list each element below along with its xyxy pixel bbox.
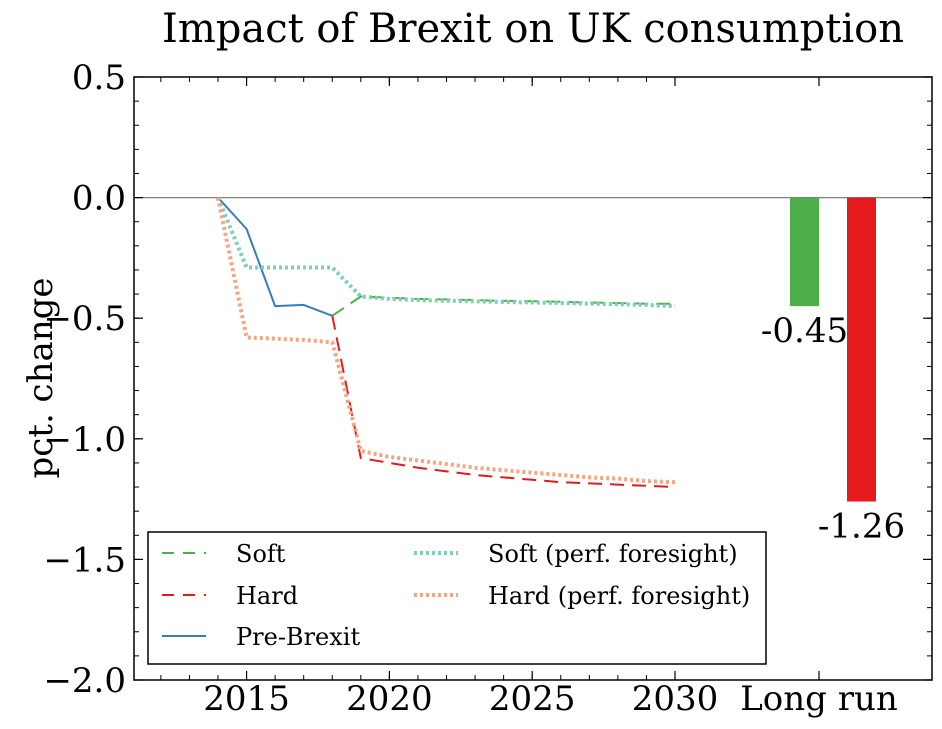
x-tick-label: 2030 [632, 679, 719, 719]
legend-label: Soft (perf. foresight) [488, 540, 738, 568]
series-line-hard [331, 315, 676, 488]
chart-title: Impact of Brexit on UK consumption [162, 6, 904, 52]
y-axis-ticks: 0.5 0.0 −0.5 −1.0 −1.5 −2.0 [43, 58, 932, 701]
long-run-bar-hard [847, 197, 876, 502]
series-layer [216, 196, 676, 488]
plot-frame [133, 76, 933, 681]
long-run-bar-label-soft: -0.45 [761, 311, 848, 351]
legend-label: Soft [236, 540, 286, 568]
y-tick-label: 0.0 [72, 179, 126, 219]
legend-label: Hard (perf. foresight) [488, 582, 750, 610]
series-line-hard-perf-foresight [216, 197, 676, 485]
long-run-bars: -0.45 -1.26 [761, 197, 905, 547]
y-tick-label: −2.0 [43, 661, 126, 701]
long-run-bar-soft [790, 197, 819, 307]
series-line-soft-perf-foresight [216, 196, 676, 309]
series-line-pre-brexit [217, 196, 333, 317]
legend: Soft Hard Pre-Brexit Soft (perf. foresight)… [147, 531, 767, 665]
long-run-bar-label-hard: -1.26 [818, 507, 905, 547]
x-tick-label: 2020 [346, 679, 433, 719]
x-tick-label: 2015 [203, 679, 290, 719]
y-tick-label: −0.5 [43, 299, 126, 339]
x-tick-label: 2025 [489, 679, 576, 719]
y-tick-label: −1.0 [43, 420, 126, 460]
y-tick-label: −1.5 [43, 540, 126, 580]
y-axis-label: pct. change [21, 277, 61, 478]
x-tick-label-long-run: Long run [740, 679, 898, 719]
x-axis-ticks: 2015 2020 2025 2030 [160, 77, 820, 719]
legend-label: Hard [236, 582, 298, 610]
legend-label: Pre-Brexit [236, 623, 360, 651]
y-tick-label: 0.5 [72, 58, 126, 98]
